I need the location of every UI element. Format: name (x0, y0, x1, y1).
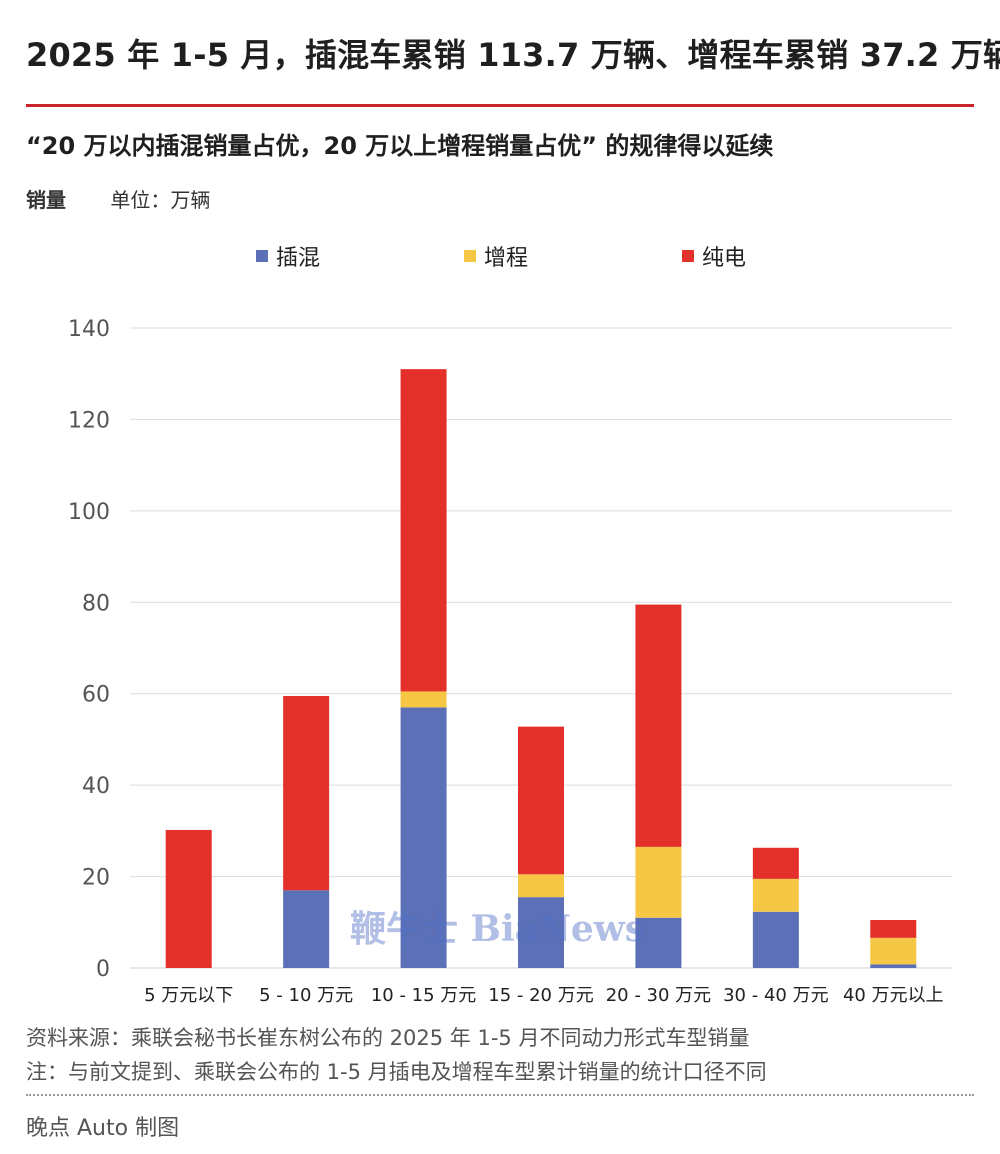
y-tick-label: 0 (96, 957, 110, 982)
methodology-note: 注：与前文提到、乘联会公布的 1-5 月插电及增程车型累计销量的统计口径不同 (26, 1060, 767, 1084)
bar-segment (752, 911, 799, 968)
bar-segment (635, 846, 682, 918)
source-note: 资料来源：乘联会秘书长崔东树公布的 2025 年 1-5 月不同动力形式车型销量 (26, 1026, 750, 1050)
bar-segment (752, 847, 799, 879)
bar-segment (635, 917, 682, 968)
y-tick-label: 20 (82, 866, 110, 891)
page-subtitle: “20 万以内插混销量占优，20 万以上增程销量占优” 的规律得以延续 (26, 132, 774, 160)
legend-label-bev: 纯电 (702, 246, 747, 271)
y-tick-label: 120 (68, 408, 110, 433)
unit-row: 销量 单位：万辆 (26, 184, 210, 213)
y-tick-label: 100 (68, 500, 110, 525)
bar-segment (283, 696, 330, 891)
credit-text: 晚点 Auto 制图 (26, 1116, 180, 1141)
page-title: 2025 年 1-5 月，插混车累销 113.7 万辆、增程车累销 37.2 万… (26, 36, 1000, 74)
y-tick-label: 40 (82, 774, 110, 799)
legend-swatch-phev (256, 250, 268, 262)
stacked-bar-chart: 0 20 40 60 80 100 120 140 5 万元以下 5 - 10 万元 10 - 15… (68, 317, 952, 1006)
bar-segment (752, 878, 799, 912)
x-tick-label: 30 - 40 万元 (723, 985, 828, 1006)
legend-label-erev: 增程 (484, 246, 529, 271)
x-tick-label: 20 - 30 万元 (606, 985, 711, 1006)
bar-segment (870, 937, 917, 965)
watermark-text: 鞭牛士 BiaNews (350, 908, 646, 950)
legend-swatch-erev (464, 250, 476, 262)
y-tick-label: 60 (82, 683, 110, 708)
bar-segment (400, 707, 447, 968)
legend-swatch-bev (682, 250, 694, 262)
bar-segment (635, 604, 682, 847)
bar-segment (165, 829, 212, 968)
legend-item-erev: 增程 (464, 240, 528, 272)
bar-segment (518, 874, 564, 898)
y-tick-label: 140 (68, 317, 110, 342)
bar-segment (518, 726, 564, 875)
bar-segment (870, 920, 917, 938)
x-tick-label: 40 万元以上 (843, 985, 944, 1006)
x-tick-label: 5 万元以下 (144, 985, 233, 1006)
unit-label: 单位：万辆 (110, 188, 211, 212)
bar-segment (518, 897, 564, 968)
bar-segment (400, 369, 447, 692)
x-tick-label: 15 - 20 万元 (488, 985, 593, 1006)
title-divider (26, 104, 974, 107)
legend-item-bev: 纯电 (682, 240, 746, 272)
legend-label-phev: 插混 (276, 246, 321, 271)
legend-item-phev: 插混 (256, 240, 320, 272)
bar-segment (870, 964, 917, 968)
x-tick-label: 5 - 10 万元 (259, 985, 353, 1006)
bar-segment (400, 691, 447, 708)
y-tick-label: 80 (82, 591, 110, 616)
x-tick-label: 10 - 15 万元 (371, 985, 476, 1006)
metric-label: 销量 (26, 188, 66, 212)
bar-segment (283, 890, 330, 968)
chart-legend: 插混 增程 纯电 (0, 240, 1000, 272)
footer-divider (26, 1094, 974, 1096)
